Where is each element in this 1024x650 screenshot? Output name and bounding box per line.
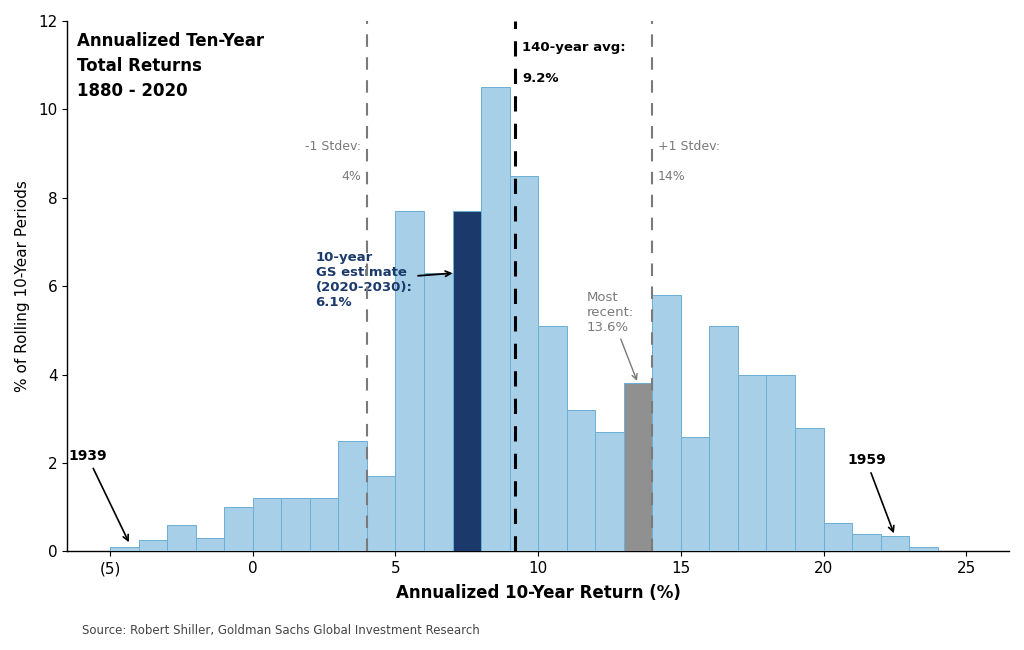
Bar bbox=[224, 507, 253, 551]
Bar bbox=[167, 525, 196, 551]
Text: 1959: 1959 bbox=[847, 454, 894, 532]
Bar bbox=[738, 374, 766, 551]
Bar bbox=[338, 441, 367, 551]
Bar bbox=[766, 374, 795, 551]
X-axis label: Annualized 10-Year Return (%): Annualized 10-Year Return (%) bbox=[395, 584, 681, 603]
Bar bbox=[310, 499, 338, 551]
Bar bbox=[909, 547, 938, 551]
Bar bbox=[395, 211, 424, 551]
Bar bbox=[624, 384, 652, 551]
Bar bbox=[710, 326, 738, 551]
Text: Annualized Ten-Year
Total Returns
1880 - 2020: Annualized Ten-Year Total Returns 1880 -… bbox=[77, 32, 264, 99]
Text: Most
recent:
13.6%: Most recent: 13.6% bbox=[587, 291, 637, 380]
Bar bbox=[510, 176, 539, 551]
Text: 1939: 1939 bbox=[68, 449, 128, 541]
Text: -1 Stdev:: -1 Stdev: bbox=[305, 140, 361, 153]
Bar bbox=[367, 476, 395, 551]
Text: 9.2%: 9.2% bbox=[522, 72, 559, 85]
Bar bbox=[138, 540, 167, 551]
Bar bbox=[595, 432, 624, 551]
Bar bbox=[881, 536, 909, 551]
Text: 10-year
GS estimate
(2020-2030):
6.1%: 10-year GS estimate (2020-2030): 6.1% bbox=[315, 251, 451, 309]
Text: 4%: 4% bbox=[341, 170, 361, 183]
Text: Source: Robert Shiller, Goldman Sachs Global Investment Research: Source: Robert Shiller, Goldman Sachs Gl… bbox=[82, 624, 479, 637]
Bar bbox=[681, 437, 710, 551]
Bar bbox=[795, 428, 823, 551]
Text: 14%: 14% bbox=[658, 170, 686, 183]
Bar bbox=[652, 295, 681, 551]
Bar bbox=[566, 410, 595, 551]
Bar bbox=[453, 211, 481, 551]
Bar bbox=[481, 87, 510, 551]
Bar bbox=[196, 538, 224, 551]
Y-axis label: % of Rolling 10-Year Periods: % of Rolling 10-Year Periods bbox=[15, 180, 30, 392]
Bar bbox=[852, 534, 881, 551]
Text: 140-year avg:: 140-year avg: bbox=[522, 41, 626, 54]
Bar bbox=[282, 499, 310, 551]
Bar bbox=[424, 273, 453, 551]
Bar bbox=[253, 499, 282, 551]
Bar bbox=[111, 547, 138, 551]
Bar bbox=[823, 523, 852, 551]
Bar bbox=[539, 326, 566, 551]
Text: +1 Stdev:: +1 Stdev: bbox=[658, 140, 720, 153]
